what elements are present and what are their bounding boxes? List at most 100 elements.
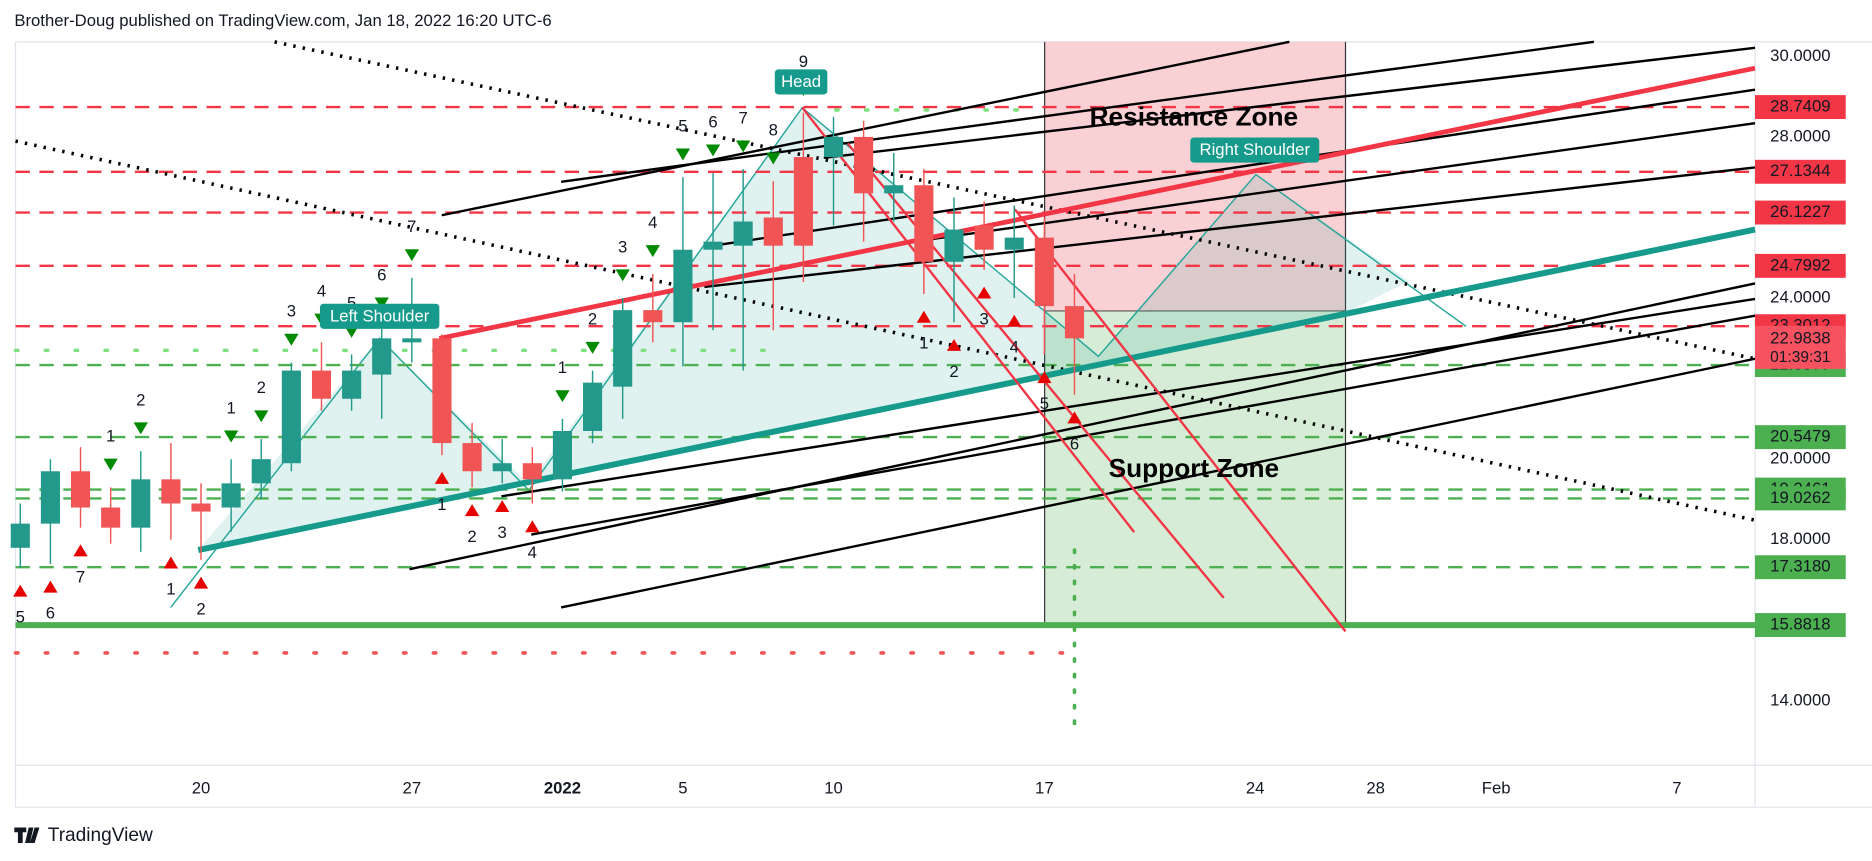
channel-line	[560, 40, 1594, 183]
y-tick-label: 28.0000	[1770, 126, 1830, 145]
x-tick-label: 20	[192, 779, 211, 798]
level-label: 27.1344	[1770, 161, 1830, 180]
candle-body	[1064, 306, 1085, 339]
zone-label: Resistance Zone	[1090, 101, 1299, 131]
td-sell-count: 7	[407, 217, 416, 236]
annotation: Left Shoulder	[330, 306, 430, 325]
td-sell-marker	[254, 410, 269, 423]
current-price-box	[1755, 325, 1846, 369]
td-sell-marker	[284, 333, 299, 346]
candles	[10, 112, 1085, 568]
axes: 30.0000 28.0000 24.0000 20.0000 18.0000 14.00…	[192, 46, 1846, 798]
td-sell-count: 2	[136, 390, 145, 409]
y-tick-label: 18.0000	[1770, 529, 1830, 548]
x-tick-label: 28	[1366, 779, 1385, 798]
td-sell-marker	[675, 148, 691, 161]
td-buy-count: 1	[166, 579, 175, 598]
td-buy-marker	[13, 584, 28, 597]
level-label: 17.3180	[1770, 557, 1830, 576]
td-buy-marker	[1067, 411, 1082, 424]
down-trendline	[1013, 208, 1347, 633]
td-buy-marker	[193, 576, 209, 589]
level-label-box	[1755, 95, 1846, 120]
candle-body	[281, 370, 301, 464]
level-label-box	[1755, 425, 1846, 450]
td-buy-marker	[976, 286, 992, 299]
candle-body	[40, 471, 60, 524]
td-buy-marker	[525, 520, 540, 533]
level-label: 28.7409	[1770, 96, 1830, 115]
candle-body	[1034, 237, 1054, 307]
td-sell-marker	[615, 269, 630, 282]
annotation-box	[1190, 137, 1320, 163]
candle-body	[402, 338, 422, 343]
td-sell-marker	[735, 140, 751, 153]
td-buy-count: 1	[919, 334, 928, 353]
candle-body	[432, 338, 452, 444]
candle-body	[583, 382, 603, 431]
x-tick-label: 5	[678, 779, 687, 798]
td-buy-count: 4	[1010, 338, 1019, 357]
channel-line	[823, 46, 1756, 160]
td-buy-count: 5	[1040, 394, 1049, 413]
pattern-fill	[198, 107, 1409, 551]
td-buy-count: 5	[16, 608, 25, 627]
candle-body	[944, 229, 964, 262]
td-sell-count: 4	[648, 213, 657, 232]
td-sell-count: 5	[347, 294, 356, 313]
candle-body	[492, 463, 512, 472]
x-tick-label: 24	[1246, 779, 1265, 798]
td-sell-marker	[766, 152, 781, 165]
y-tick-label: 20.0000	[1770, 449, 1830, 468]
candle-body	[101, 507, 121, 528]
td-sell-marker	[404, 249, 420, 262]
candle-body	[884, 185, 904, 194]
level-label-box	[1755, 200, 1846, 225]
candle-body	[733, 221, 753, 246]
candle-body	[1004, 237, 1024, 250]
resistance-trendline	[438, 65, 1756, 341]
level-label: 15.8818	[1770, 614, 1830, 633]
candle-body	[763, 217, 783, 246]
level-label: 24.7992	[1770, 255, 1830, 274]
td-sell-count: 3	[287, 302, 296, 321]
candle-body	[914, 185, 934, 262]
candle-body	[552, 430, 572, 480]
x-tick-label: 27	[403, 779, 422, 798]
level-label-box	[1755, 613, 1846, 638]
level-label-box	[1755, 253, 1846, 278]
candle-body	[221, 483, 241, 508]
x-tick-label: Feb	[1482, 779, 1511, 798]
candle-body	[372, 338, 392, 375]
y-tick-label: 30.0000	[1770, 46, 1830, 65]
candle-body	[703, 241, 723, 250]
td-sell-count: 1	[226, 398, 235, 417]
td-sell-count: 8	[769, 120, 778, 139]
td-sell-marker	[705, 144, 721, 157]
td-sell-count: 7	[739, 108, 748, 127]
x-tick-label: 10	[824, 779, 843, 798]
down-trendline	[846, 142, 1225, 599]
candle-body	[342, 370, 362, 399]
candle-body	[974, 225, 994, 250]
td-sell-count: 9	[799, 52, 808, 71]
td-buy-count: 6	[1070, 434, 1079, 453]
td-buy-marker	[1037, 371, 1052, 384]
chart-root: Brother-Doug published on TradingView.co…	[10, 11, 1872, 846]
candle-body	[70, 471, 91, 508]
current-price-label: 22.9838	[1770, 328, 1830, 347]
td-sell-marker	[103, 458, 118, 471]
x-tick-label: 2022	[544, 779, 581, 798]
td-sell-count: 1	[106, 427, 115, 446]
td-buy-count: 6	[46, 604, 55, 623]
candle-body	[522, 463, 542, 480]
annotation-box	[319, 303, 440, 329]
footer-brand: TradingView	[48, 825, 153, 846]
logo-icon	[14, 827, 40, 844]
td-sell-marker	[133, 422, 148, 435]
dotted-trendline	[15, 139, 1756, 522]
zone-label: Support Zone	[1109, 453, 1280, 483]
td-buy-count: 2	[467, 527, 476, 546]
candle-body	[462, 443, 482, 472]
